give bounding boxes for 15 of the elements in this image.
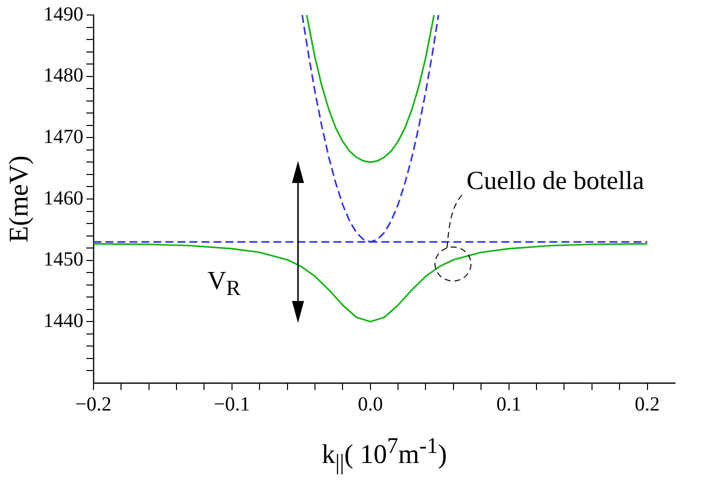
x-tick-label: 0.0 xyxy=(358,393,383,416)
y-tick-label: 1490 xyxy=(43,3,84,26)
x-tick-label: 0.1 xyxy=(496,393,522,416)
x-tick-label: 0.2 xyxy=(634,393,660,416)
annotation: V$_{R}$ xyxy=(207,266,241,300)
x-tick-label: −0.1 xyxy=(214,393,250,416)
x-axis-title: k$_{||}$( 10$^{7}$m$^{-1}$) xyxy=(322,433,447,474)
y-tick-label: 1470 xyxy=(43,126,84,148)
y-tick-label: 1460 xyxy=(43,187,84,210)
y-tick-label: 1450 xyxy=(43,248,84,271)
y-axis-title: E(meV) xyxy=(3,156,34,242)
annotation: Cuello de botella xyxy=(466,166,644,196)
x-tick-label: −0.2 xyxy=(75,393,112,416)
y-tick-label: 1480 xyxy=(43,64,84,87)
y-tick-label: 1440 xyxy=(43,310,84,332)
